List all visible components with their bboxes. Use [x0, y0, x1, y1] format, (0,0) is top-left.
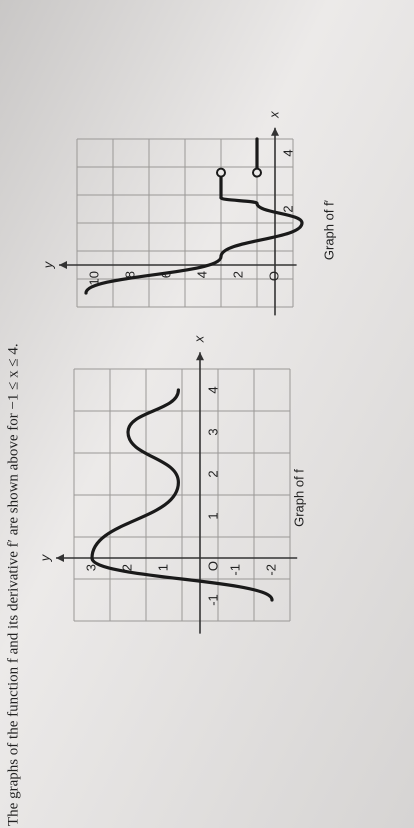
open-point: [252, 167, 262, 178]
axis-label: y: [37, 553, 52, 562]
x-tick-label: 4: [280, 149, 295, 156]
y-tick-label: O: [266, 271, 281, 281]
y-tick-label: -1: [227, 564, 242, 576]
function-curve: [90, 388, 274, 602]
function-curve: [84, 196, 304, 295]
caption: The graphs of the function f and its der…: [5, 343, 21, 826]
axis-label: y: [40, 260, 55, 269]
axis-arrow: [59, 261, 67, 269]
open-point: [216, 167, 226, 178]
y-tick-label: 8: [122, 271, 137, 278]
y-tick-label: 3: [83, 564, 98, 571]
y-tick-label: 2: [230, 271, 245, 278]
y-tick-label: -2: [263, 564, 278, 576]
axis-arrow: [56, 554, 64, 562]
x-tick-label: 2: [280, 205, 295, 212]
x-tick-label: 1: [205, 512, 220, 519]
y-tick-label: 4: [194, 271, 209, 278]
axis-arrow: [271, 127, 279, 136]
x-tick-label: 3: [205, 428, 220, 435]
axis-arrow: [196, 352, 204, 361]
graph-title: Graph of f: [291, 469, 306, 527]
graph-title: Graph of f′: [321, 199, 336, 260]
x-tick-label: -1: [205, 594, 220, 606]
axis-label: x: [191, 335, 206, 343]
y-tick-label: 2: [119, 564, 134, 571]
rotated-page: The graphs of the function f and its der…: [5, 111, 336, 826]
y-tick-label: 1: [155, 564, 170, 571]
x-tick-label: O: [205, 561, 220, 571]
x-tick-label: 2: [205, 470, 220, 477]
axis-label: x: [266, 111, 281, 119]
x-tick-label: 4: [205, 386, 220, 393]
y-tick-label: 10: [86, 271, 101, 285]
